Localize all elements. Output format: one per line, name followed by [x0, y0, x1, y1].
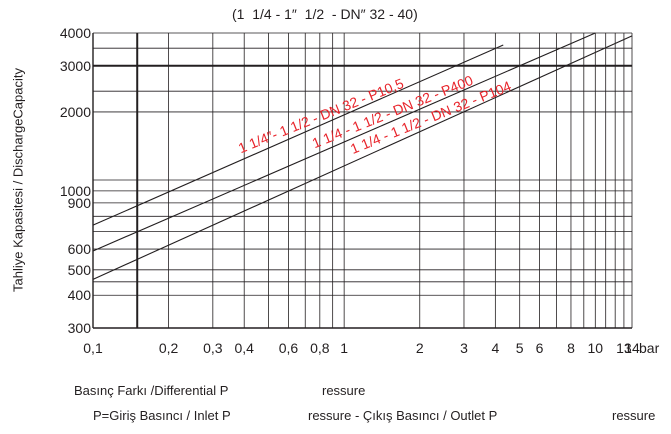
- x-axis-label-part-2: ressure: [322, 383, 366, 398]
- y-tick-label: 300: [68, 320, 92, 336]
- x-axis-formula-part-3: ressure: [612, 408, 656, 423]
- x-tick-label: 8: [567, 340, 575, 356]
- x-tick-label: 2: [416, 340, 424, 356]
- y-tick-label: 400: [68, 287, 92, 303]
- y-tick-label: 500: [68, 262, 92, 278]
- y-tick-label: 600: [68, 241, 92, 257]
- series-line-3: [92, 35, 633, 280]
- x-axis-formula-part-1: P=Giriş Basıncı / Inlet P: [93, 408, 231, 423]
- x-tick-label: 4: [491, 340, 499, 356]
- y-tick-label: 1000: [60, 183, 91, 199]
- series-line-2: [92, 32, 596, 252]
- x-tick-label: 0,2: [159, 340, 179, 356]
- y-axis-label: Tahliye Kapasitesi / DischargeCapacity: [10, 68, 26, 292]
- x-tick-label: 0,4: [234, 340, 254, 356]
- y-tick-label: 2000: [60, 104, 91, 120]
- y-tick-label: 3000: [60, 58, 91, 74]
- x-tick-label: 1: [340, 340, 348, 356]
- x-tick-label: 0,3: [203, 340, 223, 356]
- x-tick-label: 3: [460, 340, 468, 356]
- x-tick-label: 0,1: [83, 340, 103, 356]
- chart-title: (1 1/4 - 1″ 1/2 - DN″ 32 - 40): [232, 6, 418, 22]
- x-tick-label: 6: [536, 340, 544, 356]
- x-tick-label: 5: [516, 340, 524, 356]
- x-tick-label: 13: [616, 340, 632, 356]
- x-tick-label: 0,8: [310, 340, 330, 356]
- x-axis-formula-part-2: ressure - Çıkış Basıncı / Outlet P: [308, 408, 498, 423]
- series-line-1: [92, 44, 504, 226]
- x-tick-label: 14: [624, 340, 640, 356]
- y-tick-label: 4000: [60, 25, 91, 41]
- x-tick-label: 10: [588, 340, 604, 356]
- x-unit-label: bar: [639, 340, 660, 356]
- x-axis-label-part-1: Basınç Farkı /Differential P: [74, 383, 229, 398]
- y-tick-label: 900: [68, 195, 92, 211]
- x-tick-label: 0,6: [279, 340, 299, 356]
